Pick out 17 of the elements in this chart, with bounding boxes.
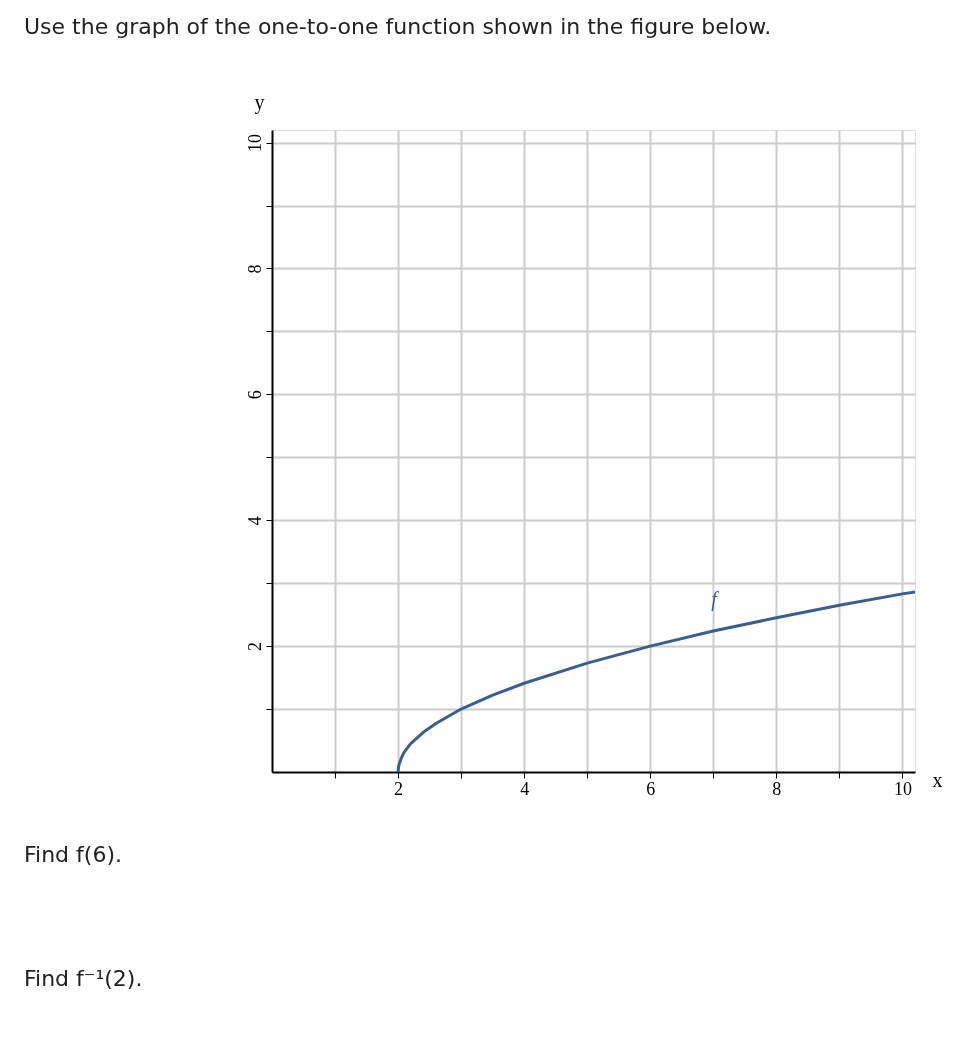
line-series [396,590,915,772]
y-tick-label: 4 [244,516,265,526]
y-axis-title: y [254,90,265,114]
x-tick-label: 10 [893,778,912,799]
x-axis-title: x [932,768,943,791]
y-tick-label: 10 [244,134,265,153]
annotation: f [711,588,720,611]
text: Find f⁻¹(2). [24,966,143,991]
x-tick-label: 2 [394,778,404,799]
y-tick-label: 8 [244,264,265,274]
y-tick-label: 2 [244,642,265,652]
text: Find f(6). [24,842,122,867]
x-tick-label: 4 [520,778,530,799]
x-tick-label: 8 [772,778,782,799]
chart-title: Use the graph of the one-to-one function shown in the figure below. [24,14,772,39]
x-tick-label: 6 [646,778,656,799]
y-tick-label: 6 [244,390,265,400]
